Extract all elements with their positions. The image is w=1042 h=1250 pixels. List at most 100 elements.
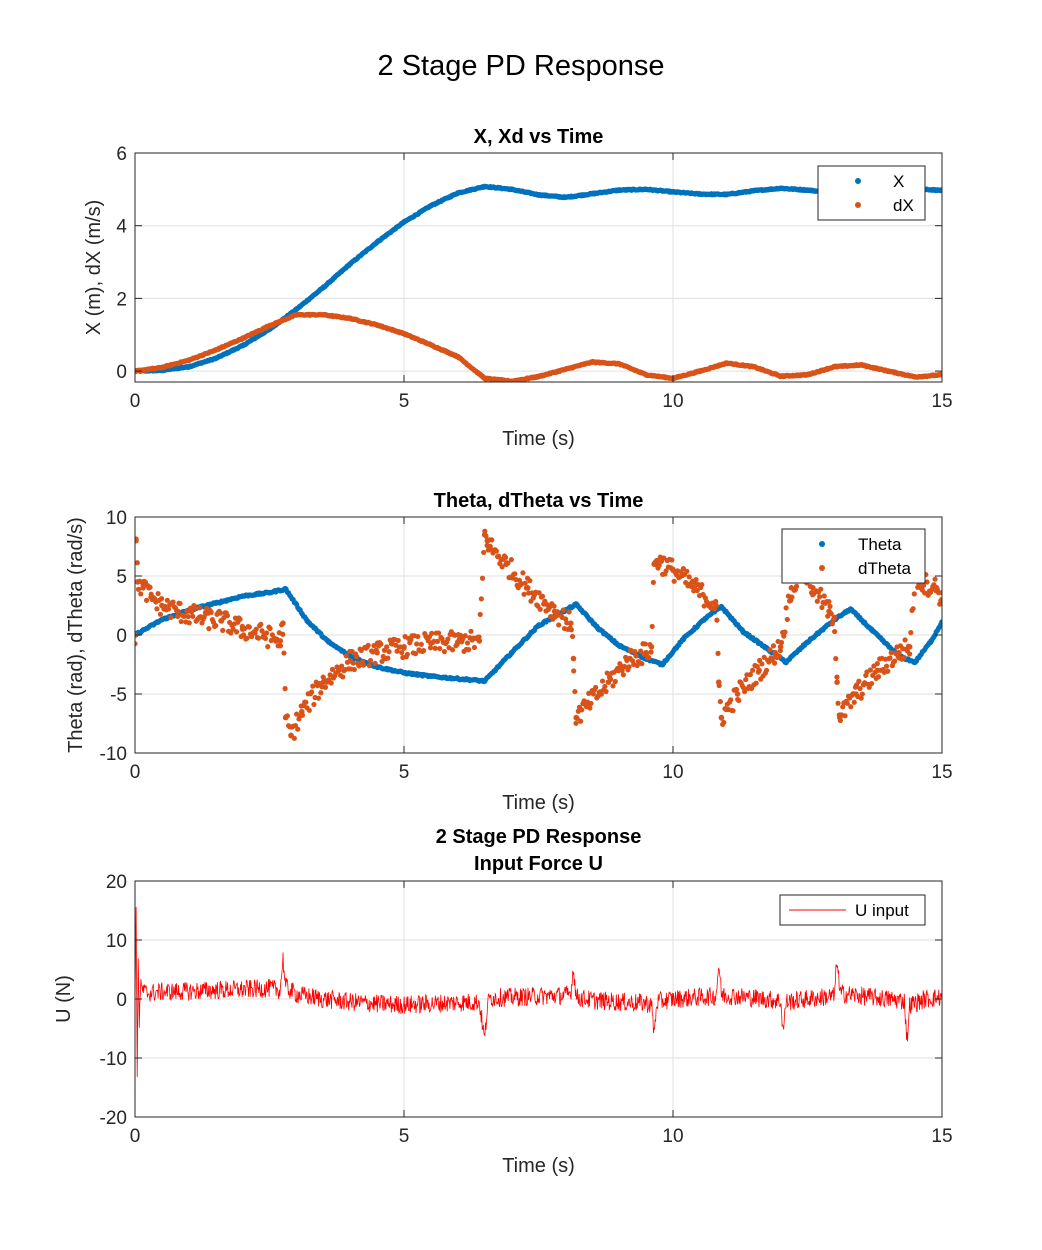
series-dtheta-point (932, 576, 938, 582)
series-u-input-line (135, 906, 942, 1078)
chart-3-title: 2 Stage PD Response (436, 826, 642, 848)
series-dtheta-point (201, 614, 207, 620)
series-dtheta-point (587, 705, 593, 711)
series-dtheta-point (817, 594, 823, 600)
series-dtheta-point (252, 630, 258, 636)
series-dtheta-point (178, 618, 184, 625)
series-dtheta-point (763, 667, 770, 673)
series-dtheta-point (639, 661, 645, 667)
series-dtheta-point (188, 609, 195, 615)
series-dtheta-point (429, 630, 435, 636)
series-dtheta-point (449, 647, 456, 653)
series-dtheta-point (295, 726, 301, 732)
series-dtheta-point (436, 630, 442, 636)
series-dtheta-point (147, 584, 153, 590)
series-dtheta-point (566, 609, 572, 615)
series-dtheta-point (367, 657, 374, 664)
series-dtheta-point (384, 644, 390, 650)
series-dtheta-point (233, 629, 240, 635)
series-dtheta-point (427, 645, 434, 651)
series-dtheta-point (814, 598, 820, 604)
series-dtheta-point (394, 648, 400, 654)
series-dtheta-point (821, 593, 827, 599)
series-dtheta-point (190, 613, 196, 619)
legend-marker-x (855, 178, 861, 184)
series-dtheta-point (564, 620, 570, 626)
series-dtheta-point (185, 613, 191, 620)
series-dtheta-point (586, 690, 592, 696)
chart-1-legend-box (817, 165, 926, 221)
y-tick-label: 20 (106, 872, 127, 893)
series-dtheta-point (771, 660, 778, 666)
series-dtheta-point (421, 648, 427, 654)
series-dtheta-point (621, 663, 628, 670)
series-dtheta-point (523, 585, 529, 591)
series-dtheta-point (282, 686, 288, 692)
series-dtheta-point (306, 707, 312, 713)
series-dtheta-point (598, 691, 605, 697)
series-dtheta-point (859, 691, 865, 697)
series-dtheta-point (826, 599, 832, 605)
series-dtheta-point (741, 688, 748, 695)
series-dtheta-point (753, 680, 759, 686)
series-dtheta-point (385, 655, 391, 661)
series-dtheta-point (828, 610, 834, 617)
legend-label-x: X (893, 172, 904, 191)
series-dtheta-point (754, 663, 760, 670)
series-dtheta-point (483, 533, 489, 539)
series-dtheta-point (471, 644, 478, 651)
chart-3-legend: U input (779, 894, 926, 926)
series-dtheta-point (186, 620, 192, 626)
chart-panel-2: Theta, dTheta vs Time 0 5 10 15 -10 -5 0 5 10 Ti… (65, 490, 953, 814)
series-dtheta-point (740, 685, 747, 691)
chart-1-title: X, Xd vs Time (474, 126, 604, 148)
chart-2-ylabel: Theta (rad), dTheta (rad/s) (65, 517, 87, 753)
series-dtheta-point (365, 642, 371, 649)
series-dtheta-point (173, 608, 180, 614)
series-dtheta-point (567, 620, 574, 626)
series-dtheta-point (262, 635, 269, 641)
series-dtheta-point (197, 604, 203, 611)
series-dtheta-point (274, 636, 280, 642)
series-dtheta-point (560, 607, 566, 613)
series-dtheta-point (713, 598, 719, 605)
y-tick-label: 0 (116, 626, 127, 647)
series-dtheta-point (267, 625, 273, 632)
chart-3-subtitle: Input Force U (474, 853, 603, 875)
y-tick-label: 4 (116, 217, 127, 238)
series-dtheta-point (663, 568, 669, 574)
series-dtheta-point (874, 661, 880, 667)
series-dtheta-point (632, 649, 638, 655)
series-dtheta-point (404, 651, 411, 658)
series-dtheta-point (373, 647, 379, 653)
x-tick-label: 0 (130, 391, 141, 412)
series-dtheta-point (164, 597, 170, 603)
series-dtheta-point (888, 650, 894, 656)
x-tick-label: 5 (399, 391, 410, 412)
series-dtheta-point (246, 624, 252, 630)
series-dtheta-point (602, 683, 608, 690)
series-dtheta-point (818, 586, 824, 592)
series-dtheta-point (168, 614, 174, 621)
series-dtheta-point (184, 608, 190, 614)
series-dtheta-point (777, 644, 784, 650)
series-x-point (939, 187, 942, 193)
series-dtheta-point (829, 621, 835, 627)
x-tick-label: 15 (931, 1126, 952, 1147)
series-dtheta-point (344, 659, 351, 665)
legend-label-theta: Theta (858, 535, 902, 554)
series-dtheta-point (850, 691, 856, 697)
x-tick-label: 15 (931, 762, 952, 783)
series-dtheta-point (844, 700, 850, 706)
series-dtheta-point (910, 606, 916, 612)
series-dtheta-point (318, 690, 324, 696)
series-dtheta-point (885, 668, 891, 674)
series-dtheta-point (572, 688, 578, 695)
series-dtheta-point (835, 700, 841, 706)
chart-3-xlabel: Time (s) (502, 1155, 575, 1177)
series-dtheta-point (360, 662, 367, 668)
series-dtheta-point (772, 649, 779, 656)
series-dtheta-point (253, 626, 259, 632)
series-dtheta-point (931, 582, 937, 588)
series-dtheta-point (649, 623, 655, 630)
